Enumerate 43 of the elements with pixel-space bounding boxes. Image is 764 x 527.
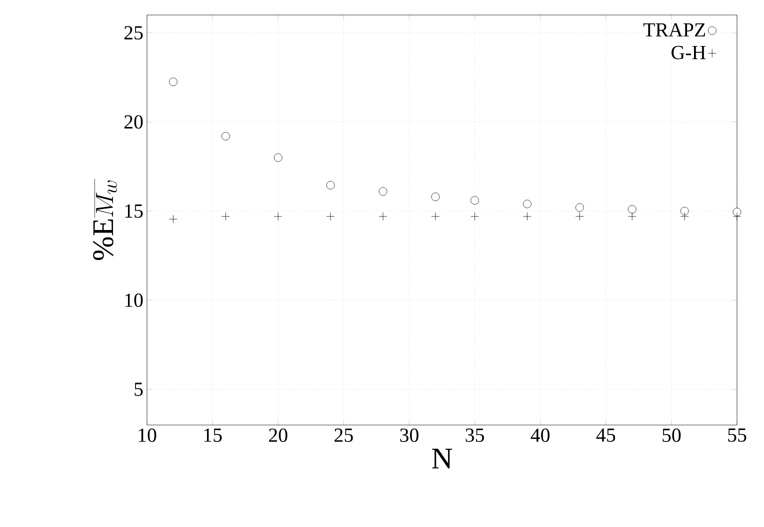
point <box>732 212 742 221</box>
point <box>523 200 532 208</box>
y-axis-title: $\%\mathrm{E}\overline{M_w}$ <box>93 178 117 260</box>
point <box>680 206 689 216</box>
point <box>431 212 440 221</box>
x-tick-label: 10 <box>138 428 156 442</box>
point <box>274 153 282 162</box>
point <box>378 212 388 221</box>
point <box>274 212 282 221</box>
point <box>431 192 440 202</box>
point <box>169 214 178 224</box>
x-tick-label: 25 <box>334 428 353 442</box>
point <box>680 212 689 221</box>
point <box>732 208 742 216</box>
point <box>326 212 335 221</box>
point <box>628 205 636 214</box>
point <box>221 212 230 221</box>
x-tick-label: 50 <box>662 428 681 442</box>
x-axis-title: N <box>432 448 452 468</box>
y-tick-label: 10 <box>125 293 143 307</box>
x-tick-label: 15 <box>204 428 222 442</box>
y-tick-label: 20 <box>124 115 143 129</box>
point <box>470 196 479 205</box>
point <box>326 181 335 190</box>
y-tick-label: 15 <box>125 204 143 218</box>
point <box>221 132 230 140</box>
x-tick-label: 20 <box>269 428 288 442</box>
point <box>628 212 636 221</box>
x-tick-label: 40 <box>530 428 550 442</box>
legend-label: TRAPZ <box>643 23 706 36</box>
y-tick-label: 25 <box>124 26 143 40</box>
x-tick-label: 55 <box>728 428 746 442</box>
point <box>523 212 532 221</box>
y-tick-label: 5 <box>134 382 143 396</box>
point <box>575 203 584 212</box>
x-tick-label: 45 <box>596 428 616 442</box>
point <box>470 212 479 221</box>
point <box>575 212 584 221</box>
x-tick-label: 35 <box>466 428 484 442</box>
x-tick-label: 30 <box>400 428 418 442</box>
point <box>378 187 388 196</box>
legend-label: G-H <box>672 46 706 60</box>
point <box>169 78 178 86</box>
